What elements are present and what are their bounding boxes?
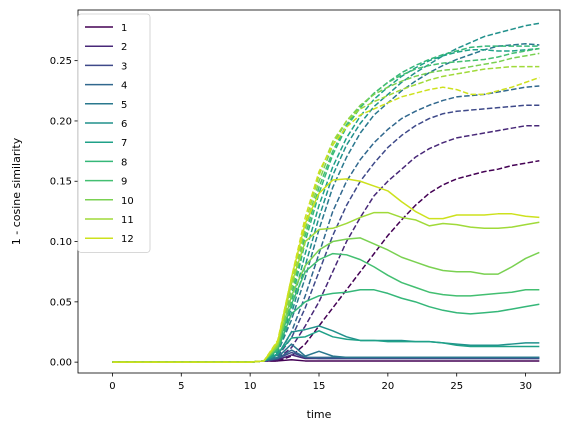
legend-label-5: 5: [121, 100, 127, 111]
legend-label-12: 12: [121, 234, 134, 245]
y-tick-label: 0.15: [50, 177, 72, 188]
legend-label-4: 4: [121, 81, 127, 92]
legend-label-11: 11: [121, 215, 134, 226]
y-tick-label: 0.05: [50, 297, 72, 308]
legend-frame: [77, 13, 151, 253]
legend-label-2: 2: [121, 42, 127, 53]
y-axis-label: 1 - cosine similarity: [10, 137, 23, 245]
x-tick-label: 10: [244, 381, 257, 392]
y-tick-label: 0.00: [50, 358, 72, 369]
x-tick-label: 20: [381, 381, 394, 392]
x-tick-label: 0: [109, 381, 115, 392]
series-12-dashed-line: [112, 76, 540, 363]
x-axis-label: time: [307, 408, 332, 421]
x-tick-label: 25: [450, 381, 463, 392]
series-lines: [112, 22, 540, 363]
x-tick-label: 15: [313, 381, 326, 392]
x-tick-label: 5: [178, 381, 184, 392]
legend-label-1: 1: [121, 23, 127, 34]
y-tick-label: 0.10: [50, 237, 72, 248]
legend-label-6: 6: [121, 119, 127, 130]
legend-label-8: 8: [121, 157, 127, 168]
series-12: [112, 76, 540, 363]
legend-label-10: 10: [121, 196, 134, 207]
plot-area: [112, 22, 540, 363]
x-tick-label: 30: [519, 381, 532, 392]
legend-label-3: 3: [121, 61, 127, 72]
legend-label-7: 7: [121, 138, 127, 149]
y-tick-label: 0.25: [50, 56, 72, 67]
y-tick-label: 0.20: [50, 116, 72, 127]
legend-label-9: 9: [121, 177, 127, 188]
